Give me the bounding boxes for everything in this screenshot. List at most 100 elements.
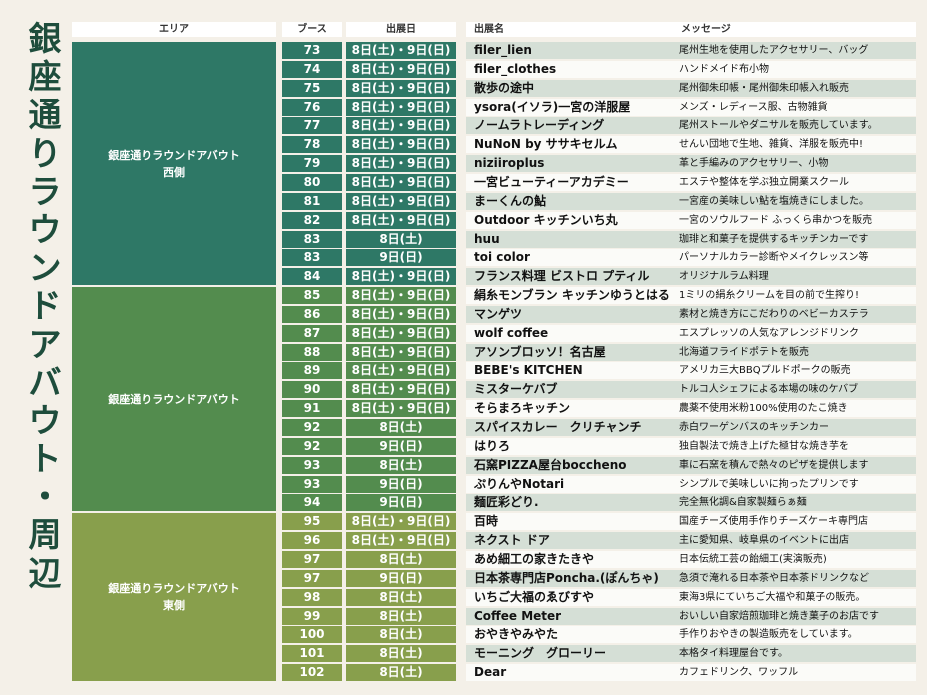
booth-number: 81 — [282, 192, 342, 210]
title-char: ウ — [28, 400, 62, 440]
title-char: ト — [28, 439, 62, 479]
booth-number: 86 — [282, 305, 342, 323]
exhibitor-message: パーソナルカラー診断やメイクレッスン等 — [673, 249, 916, 267]
exhibitor-name: ネクスト ドア — [466, 532, 674, 550]
exhibitor-message: 車に石窯を積んで熱々のピザを提供します — [673, 456, 916, 474]
exhibitor-name: ぷりんやNotari — [466, 475, 674, 493]
exhibitor-name: ミスターケバブ — [466, 381, 674, 399]
booth-number: 85 — [282, 287, 342, 305]
booth-number: 83 — [282, 230, 342, 248]
table-row: 89 8日(土)・9日(日) BEBE's KITCHEN アメリカ三大BBQプルドポ… — [282, 362, 916, 380]
exhibit-date: 8日(土)・9日(日) — [346, 287, 456, 305]
exhibit-date: 9日(日) — [346, 494, 456, 512]
exhibitor-name: ノームラトレーディング — [466, 117, 674, 135]
exhibitor-message: 急須で淹れる日本茶や日本茶ドリンクなど — [673, 569, 916, 587]
booth-number: 76 — [282, 98, 342, 116]
exhibitor-message: エスプレッソの人気なアレンジドリンク — [673, 324, 916, 342]
table-row: 88 8日(土)・9日(日) アソンブロッソ！名古屋 北海道フライドポテトを販売 — [282, 343, 916, 361]
booth-number: 83 — [282, 249, 342, 267]
exhibitor-message: せんい団地で生地、雑貨、洋服を販売中! — [673, 136, 916, 154]
exhibitor-message: 一宮産の美味しい鮎を塩焼きにしました。 — [673, 192, 916, 210]
exhibitor-name: 散歩の途中 — [466, 79, 674, 97]
exhibit-date: 8日(土)・9日(日) — [346, 305, 456, 323]
header-area: エリア — [72, 22, 276, 37]
exhibitor-message: 素材と焼き方にこだわりのベビーカステラ — [673, 305, 916, 323]
exhibitor-message: カフェドリンク、ワッフル — [673, 664, 916, 682]
exhibit-date: 8日(土)・9日(日) — [346, 532, 456, 550]
exhibit-date: 8日(土)・9日(日) — [346, 400, 456, 418]
exhibit-date: 8日(土)・9日(日) — [346, 136, 456, 154]
table-row: 80 8日(土)・9日(日) 一宮ビューティーアカデミー エステや整体を学ぶ独立開業ス… — [282, 173, 916, 191]
booth-number: 94 — [282, 494, 342, 512]
table-row: 91 8日(土)・9日(日) そらまろキッチン 農薬不使用米粉100%使用のたこ焼き — [282, 400, 916, 418]
table-row: 93 9日(日) ぷりんやNotari シンプルで美味しいに拘ったプリンです — [282, 475, 916, 493]
table-row: 76 8日(土)・9日(日) ysora(イソラ)一宮の洋服屋 メンズ・レディース服、… — [282, 98, 916, 116]
exhibitor-message: おいしい自家焙煎珈琲と焼き菓子のお店です — [673, 607, 916, 625]
exhibitor-message: 日本伝統工芸の飴細工(実演販売) — [673, 550, 916, 568]
exhibitor-name: Coffee Meter — [466, 607, 674, 625]
exhibitor-message: トルコ人シェフによる本場の味のケバブ — [673, 381, 916, 399]
table-row: 86 8日(土)・9日(日) マンゲツ 素材と焼き方にこだわりのベビーカステラ — [282, 305, 916, 323]
title-char: ド — [28, 286, 62, 326]
table-row: 98 8日(土) いちご大福のゑびすや 東海3県にていちご大福や和菓子の販売。 — [282, 588, 916, 606]
exhibitor-message: エステや整体を学ぶ独立開業スクール — [673, 173, 916, 191]
title-char: 通 — [28, 95, 62, 135]
exhibitor-message: メンズ・レディース服、古物雑貨 — [673, 98, 916, 116]
exhibitor-message: 尾州生地を使用したアクセサリー、バッグ — [673, 42, 916, 59]
header-booth: ブース — [282, 22, 342, 37]
table-row: 85 8日(土)・9日(日) 絹糸モンブラン キッチンゆうとはる 1ミリの絹糸クリーム… — [282, 287, 916, 305]
table-row: 79 8日(土)・9日(日) niziiroplus 革と手編みのアクセサリー、小物 — [282, 155, 916, 173]
table-row: 99 8日(土) Coffee Meter おいしい自家焙煎珈琲と焼き菓子のお店です — [282, 607, 916, 625]
exhibitor-message: 尾州ストールやダニサルを販売しています。 — [673, 117, 916, 135]
exhibit-date: 8日(土) — [346, 626, 456, 644]
table-row: 93 8日(土) 石窯PIZZA屋台boccheno 車に石窯を積んで熱々のピザを提供… — [282, 456, 916, 474]
table-row: 100 8日(土) おやきやみやた 手作りおやきの製造販売をしています。 — [282, 626, 916, 644]
table-row: 84 8日(土)・9日(日) フランス料理 ビストロ プティル オリジナルラム料理 — [282, 268, 916, 286]
table-row: 83 9日(日) toi color パーソナルカラー診断やメイクレッスン等 — [282, 249, 916, 267]
booth-number: 102 — [282, 664, 342, 682]
exhibitor-name: 麺匠彩どり. — [466, 494, 674, 512]
exhibitor-name: 日本茶専門店Poncha.(ぽんちゃ) — [466, 569, 674, 587]
exhibitor-name: はりろ — [466, 437, 674, 455]
exhibitor-name: あめ細工の家きたきや — [466, 550, 674, 568]
booth-number: 97 — [282, 550, 342, 568]
exhibit-date: 9日(日) — [346, 437, 456, 455]
area-east: 銀座通りラウンドアバウト 東側 — [72, 513, 276, 682]
exhibitor-name: Dear — [466, 664, 674, 682]
area-west: 銀座通りラウンドアバウト 西側 — [72, 42, 276, 286]
booth-number: 100 — [282, 626, 342, 644]
table-row: 92 8日(土) スパイスカレー クリチャンチ 赤白ワーゲンバスのキッチンカー — [282, 419, 916, 436]
exhibit-date: 8日(土)・9日(日) — [346, 268, 456, 286]
exhibit-date: 8日(土)・9日(日) — [346, 117, 456, 135]
exhibitor-name: まーくんの鮎 — [466, 192, 674, 210]
exhibit-date: 8日(土)・9日(日) — [346, 42, 456, 59]
exhibit-date: 8日(土)・9日(日) — [346, 513, 456, 531]
area-label: 銀座通りラウンドアバウト 東側 — [108, 582, 240, 613]
table-row: 74 8日(土)・9日(日) filer_clothes ハンドメイド布小物 — [282, 60, 916, 78]
exhibit-date: 8日(土)・9日(日) — [346, 98, 456, 116]
booth-number: 93 — [282, 475, 342, 493]
booth-number: 95 — [282, 513, 342, 531]
table-row: 97 9日(日) 日本茶専門店Poncha.(ぽんちゃ) 急須で淹れる日本茶や日本茶ド… — [282, 569, 916, 587]
booth-number: 96 — [282, 532, 342, 550]
area-label: 銀座通りラウンドアバウト 西側 — [108, 148, 240, 179]
table-row: 82 8日(土)・9日(日) Outdoor キッチンいち丸 一宮のソウルフード ふっ… — [282, 211, 916, 229]
exhibitor-name: 一宮ビューティーアカデミー — [466, 173, 674, 191]
exhibitor-name: NuNoN by ササキセルム — [466, 136, 674, 154]
exhibitor-message: オリジナルラム料理 — [673, 268, 916, 286]
exhibitor-message: 独自製法で焼き上げた極甘な焼き芋を — [673, 437, 916, 455]
exhibit-date: 8日(土)・9日(日) — [346, 79, 456, 97]
exhibitor-message: 北海道フライドポテトを販売 — [673, 343, 916, 361]
booth-number: 84 — [282, 268, 342, 286]
exhibitor-name: そらまろキッチン — [466, 400, 674, 418]
exhibitor-name: おやきやみやた — [466, 626, 674, 644]
exhibitor-message: 赤白ワーゲンバスのキッチンカー — [673, 419, 916, 436]
exhibit-date: 8日(土)・9日(日) — [346, 60, 456, 78]
table-row: 90 8日(土)・9日(日) ミスターケバブ トルコ人シェフによる本場の味のケバブ — [282, 381, 916, 399]
exhibitor-name: 百時 — [466, 513, 674, 531]
exhibitor-name: フランス料理 ビストロ プティル — [466, 268, 674, 286]
title-char: バ — [28, 362, 62, 402]
exhibit-date: 8日(土)・9日(日) — [346, 343, 456, 361]
exhibitor-name: huu — [466, 230, 674, 248]
exhibitor-name: niziiroplus — [466, 155, 674, 173]
